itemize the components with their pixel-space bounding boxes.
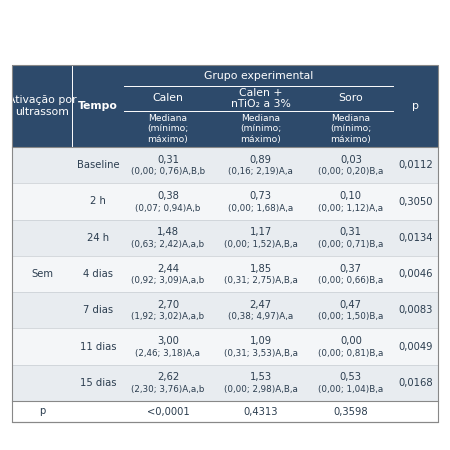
Text: (1,92; 3,02)A,a,b: (1,92; 3,02)A,a,b: [131, 312, 205, 321]
Text: (2,30; 3,76)A,a,b: (2,30; 3,76)A,a,b: [131, 385, 205, 394]
Text: (0,00; 2,98)A,B,a: (0,00; 2,98)A,B,a: [224, 385, 297, 394]
Text: (0,00; 1,68)A,a: (0,00; 1,68)A,a: [228, 203, 293, 212]
Text: 15 dias: 15 dias: [80, 378, 116, 388]
Text: (0,00; 0,20)B,a: (0,00; 0,20)B,a: [318, 167, 383, 176]
Text: 2,70: 2,70: [157, 300, 179, 310]
Text: 1,17: 1,17: [249, 227, 272, 237]
Text: 4 dias: 4 dias: [83, 269, 113, 279]
Text: 0,00: 0,00: [340, 336, 362, 346]
Text: 0,53: 0,53: [340, 373, 362, 382]
Bar: [12, 65, 124, 147]
Text: 0,73: 0,73: [249, 191, 271, 201]
Text: Soro: Soro: [338, 94, 363, 104]
Text: Calen +
nTiO₂ a 3%: Calen + nTiO₂ a 3%: [230, 88, 290, 109]
Text: (2,46; 3,18)A,a: (2,46; 3,18)A,a: [135, 349, 201, 358]
Text: (0,00; 1,12)A,a: (0,00; 1,12)A,a: [318, 203, 383, 212]
Text: (0,00; 0,66)B,a: (0,00; 0,66)B,a: [318, 276, 383, 285]
Text: (0,00; 0,76)A,B,b: (0,00; 0,76)A,B,b: [131, 167, 205, 176]
Bar: [12, 147, 438, 183]
Text: 0,0112: 0,0112: [398, 160, 433, 170]
Text: 0,0083: 0,0083: [398, 305, 432, 315]
Text: 7 dias: 7 dias: [83, 305, 113, 315]
Text: Sem: Sem: [31, 269, 53, 279]
Bar: [12, 401, 438, 422]
Text: 2,47: 2,47: [249, 300, 271, 310]
Bar: [12, 292, 438, 328]
Bar: [124, 65, 393, 147]
Text: 0,31: 0,31: [157, 155, 179, 165]
Text: (0,07; 0,94)A,b: (0,07; 0,94)A,b: [135, 203, 201, 212]
Text: 2 h: 2 h: [90, 197, 106, 207]
Text: Tempo: Tempo: [78, 101, 118, 111]
Text: Mediana
(mínimo;
máximo): Mediana (mínimo; máximo): [330, 114, 372, 144]
Text: 0,0046: 0,0046: [398, 269, 432, 279]
Bar: [12, 256, 438, 292]
Text: 0,0168: 0,0168: [398, 378, 433, 388]
Text: 0,0134: 0,0134: [398, 233, 432, 243]
Text: 1,85: 1,85: [249, 264, 271, 274]
Text: 0,4313: 0,4313: [243, 406, 278, 417]
Text: 0,0049: 0,0049: [398, 342, 432, 351]
Text: 11 dias: 11 dias: [80, 342, 116, 351]
Text: Baseline: Baseline: [77, 160, 119, 170]
Bar: [12, 328, 438, 365]
Text: 2,44: 2,44: [157, 264, 179, 274]
Text: (0,00; 0,81)B,a: (0,00; 0,81)B,a: [318, 349, 383, 358]
Text: 0,38: 0,38: [157, 191, 179, 201]
Text: <0,0001: <0,0001: [147, 406, 189, 417]
Text: (0,31; 2,75)A,B,a: (0,31; 2,75)A,B,a: [224, 276, 297, 285]
Bar: [393, 65, 438, 147]
Text: Mediana
(mínimo;
máximo): Mediana (mínimo; máximo): [147, 114, 189, 144]
Text: (0,16; 2,19)A,a: (0,16; 2,19)A,a: [228, 167, 293, 176]
Text: 0,3050: 0,3050: [398, 197, 432, 207]
Bar: [12, 65, 438, 422]
Text: 0,47: 0,47: [340, 300, 362, 310]
Text: (0,00; 1,50)B,a: (0,00; 1,50)B,a: [318, 312, 383, 321]
Text: (0,92; 3,09)A,a,b: (0,92; 3,09)A,a,b: [131, 276, 205, 285]
Text: 2,62: 2,62: [157, 373, 179, 382]
Text: 1,48: 1,48: [157, 227, 179, 237]
Text: 1,53: 1,53: [249, 373, 271, 382]
Text: (0,00; 1,04)B,a: (0,00; 1,04)B,a: [318, 385, 383, 394]
Text: p: p: [412, 101, 419, 111]
Text: 0,03: 0,03: [340, 155, 362, 165]
Text: 0,10: 0,10: [340, 191, 362, 201]
Text: 0,31: 0,31: [340, 227, 362, 237]
Text: 0,3598: 0,3598: [333, 406, 368, 417]
Bar: [12, 220, 438, 256]
Text: 0,37: 0,37: [340, 264, 362, 274]
Text: Calen: Calen: [153, 94, 184, 104]
Text: 1,09: 1,09: [249, 336, 271, 346]
Text: (0,00; 0,71)B,a: (0,00; 0,71)B,a: [318, 240, 383, 249]
Text: (0,31; 3,53)A,B,a: (0,31; 3,53)A,B,a: [224, 349, 297, 358]
Text: (0,00; 1,52)A,B,a: (0,00; 1,52)A,B,a: [224, 240, 297, 249]
Bar: [12, 183, 438, 220]
Text: p: p: [39, 406, 45, 417]
Text: Grupo experimental: Grupo experimental: [204, 71, 313, 81]
Text: Mediana
(mínimo;
máximo): Mediana (mínimo; máximo): [240, 114, 281, 144]
Text: (0,38; 4,97)A,a: (0,38; 4,97)A,a: [228, 312, 293, 321]
Bar: [12, 365, 438, 401]
Text: 0,89: 0,89: [249, 155, 271, 165]
Text: 3,00: 3,00: [157, 336, 179, 346]
Text: Ativação por
ultrassom: Ativação por ultrassom: [8, 95, 77, 117]
Text: (0,63; 2,42)A,a,b: (0,63; 2,42)A,a,b: [131, 240, 205, 249]
Text: 24 h: 24 h: [87, 233, 109, 243]
